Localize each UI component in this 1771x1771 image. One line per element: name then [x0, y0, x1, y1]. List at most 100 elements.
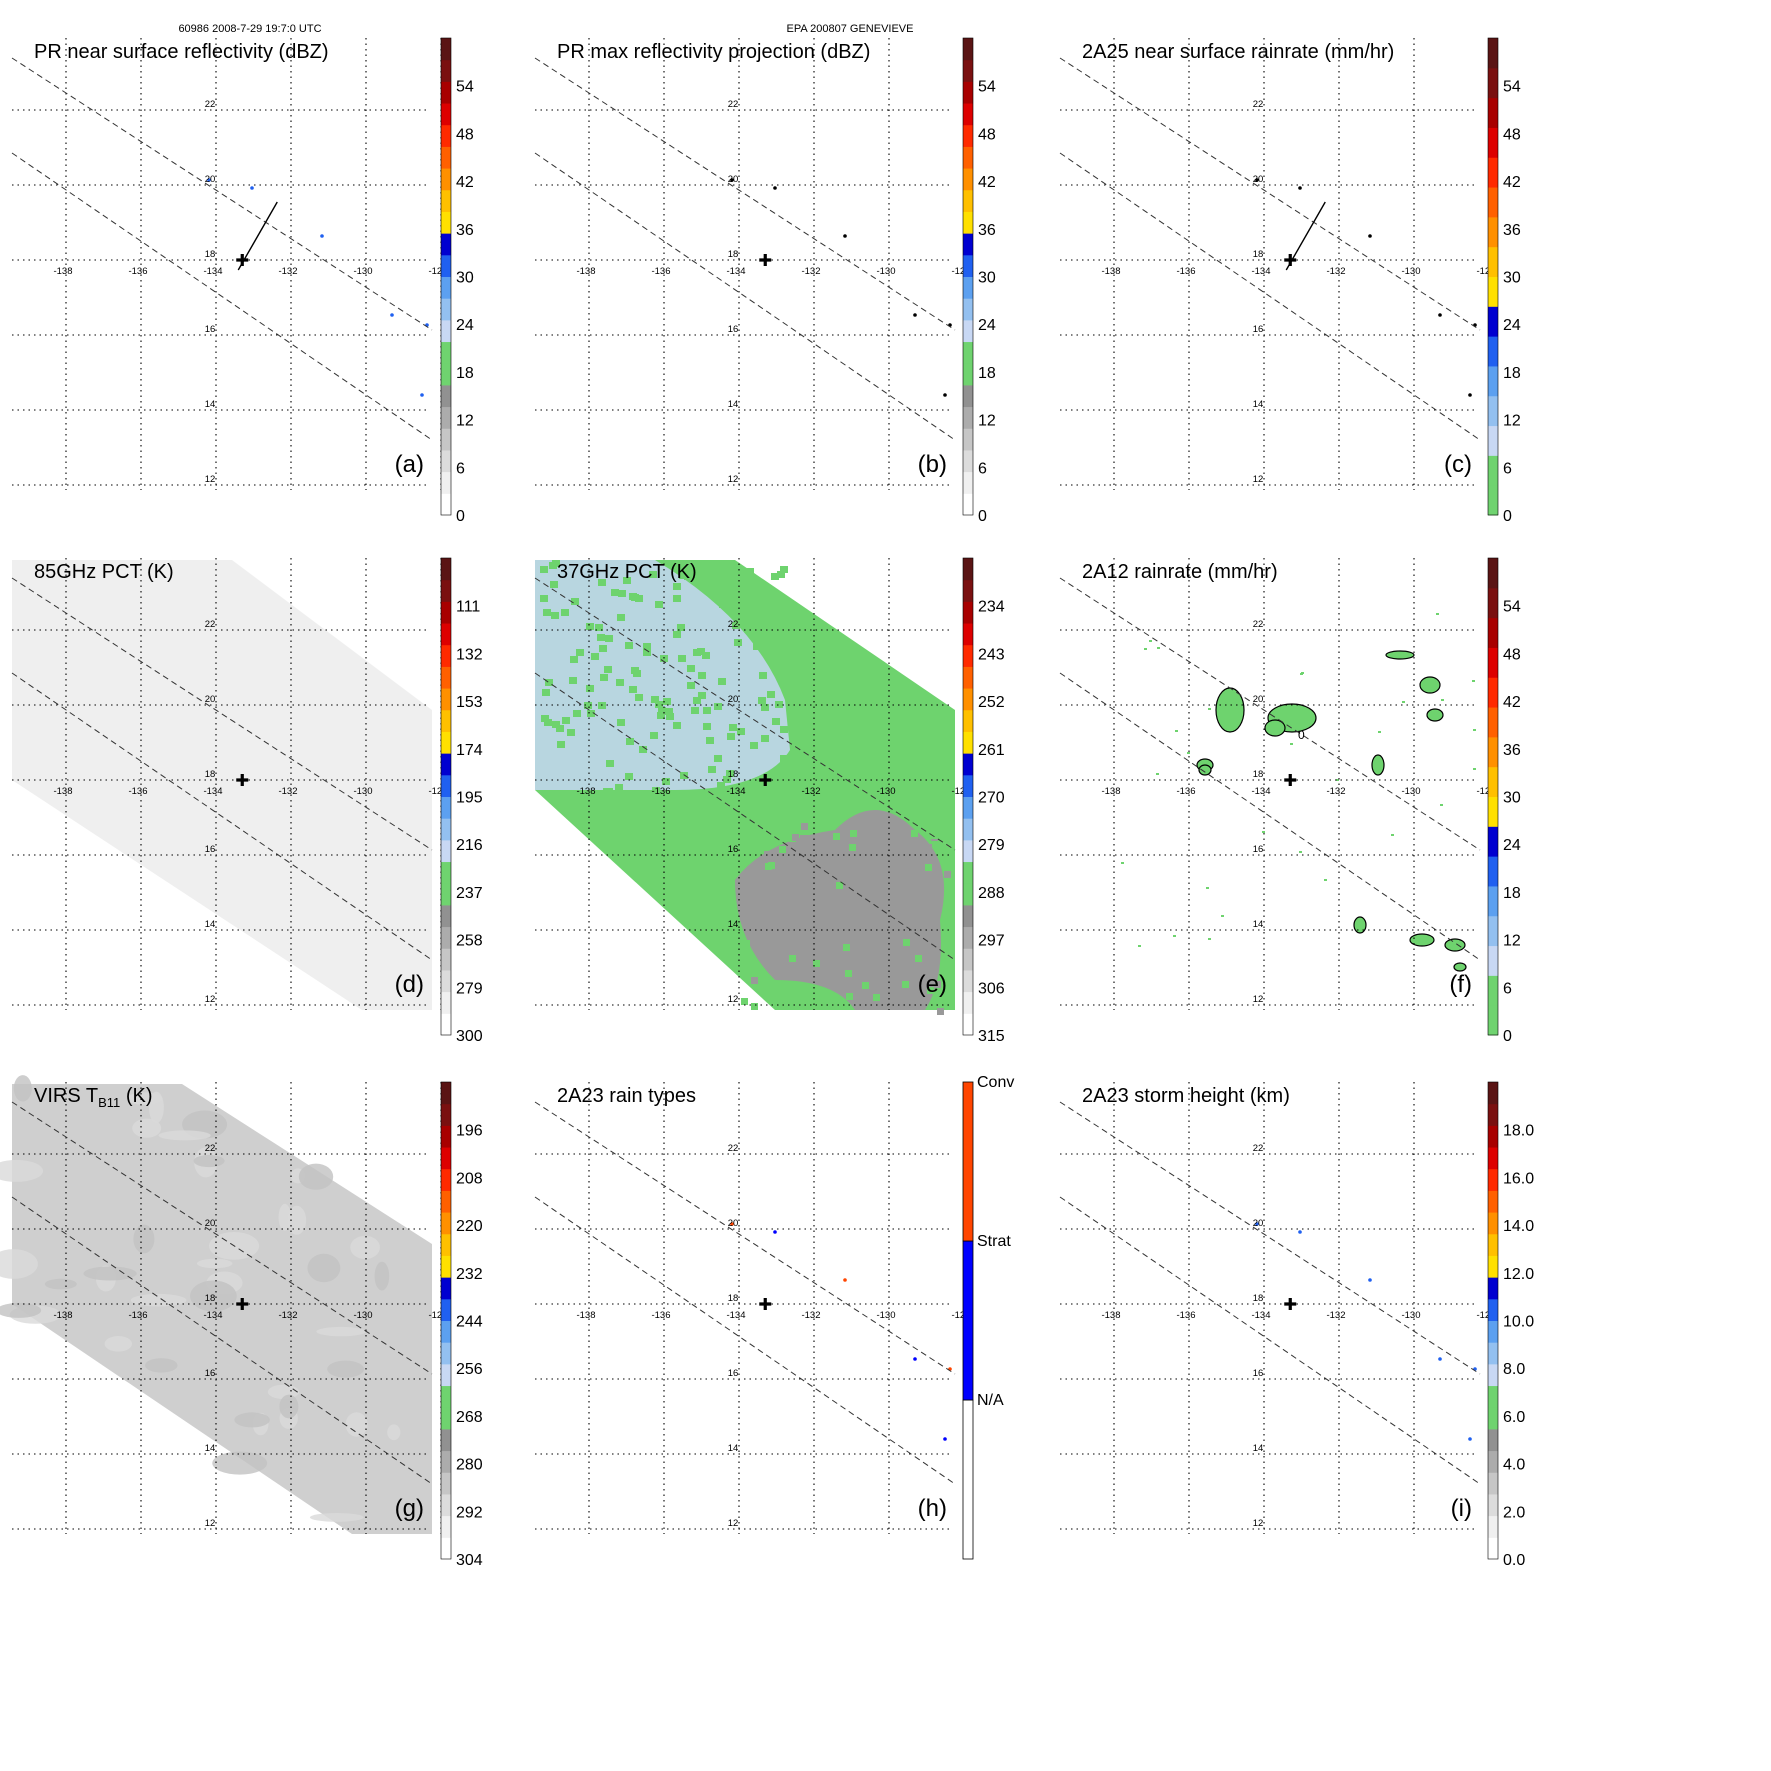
rain-speck	[1175, 730, 1178, 732]
colorbar-segment	[1488, 1082, 1498, 1105]
y-tick-label: 22	[205, 1143, 216, 1154]
panel-f: -138 -136 -134 -132 -130 -128 22 20 18 16 14 12 0 2A1…	[1059, 558, 1496, 1010]
colorbar-label: 48	[1503, 126, 1521, 143]
pixel-block	[833, 833, 840, 840]
pixel-block	[665, 708, 673, 715]
colorbar-label: 0	[978, 508, 987, 525]
x-tick-label: -138	[576, 1310, 595, 1321]
cloud-texture	[287, 1205, 307, 1235]
colorbar-label: 42	[456, 174, 474, 191]
pixel-block	[870, 835, 877, 842]
colorbar-segment	[1488, 1125, 1498, 1148]
rain-cell	[1353, 916, 1367, 934]
pixel-block	[595, 624, 603, 631]
colorbar-segment	[1488, 587, 1498, 619]
pixel-block	[822, 908, 829, 915]
pixel-block	[927, 987, 934, 994]
pixel-block	[930, 936, 937, 943]
x-tick-label: -128	[1476, 786, 1495, 797]
colorbar-label: 216	[456, 837, 483, 854]
echo-point	[1255, 178, 1259, 182]
echo-point	[1368, 234, 1372, 238]
pixel-block	[650, 732, 658, 739]
pixel-block	[561, 609, 569, 616]
pixel-block	[606, 760, 614, 767]
colorbar-segment	[963, 124, 973, 147]
cloud-texture	[298, 1163, 334, 1190]
y-tick-label: 16	[1253, 1368, 1264, 1379]
pixel-block	[937, 1008, 944, 1015]
echo-point	[943, 393, 947, 397]
colorbar-label: 315	[978, 1028, 1005, 1045]
x-tick-label: -128	[1476, 266, 1495, 277]
echo-point	[1468, 1437, 1472, 1441]
y-tick-label: 18	[1253, 769, 1264, 780]
colorbar-segment	[441, 1515, 451, 1538]
colorbar-segment	[1488, 1450, 1498, 1473]
colorbar-segment	[963, 644, 973, 667]
pixel-block	[789, 955, 796, 962]
colorbar-segment	[441, 254, 451, 277]
colorbar-label: 18	[1503, 885, 1521, 902]
echo-point	[730, 178, 734, 182]
cloud-texture	[0, 1302, 42, 1318]
pixel-block	[743, 912, 750, 919]
panel-letter: (g)	[395, 1495, 424, 1522]
colorbar-segment	[441, 103, 451, 126]
x-tick-label: -138	[53, 786, 72, 797]
echo-point	[320, 234, 324, 238]
pixel-block	[771, 573, 779, 580]
colorbar-segment	[441, 341, 451, 364]
x-tick-label: -136	[1176, 1310, 1195, 1321]
echo-point	[1438, 313, 1442, 317]
swath-edge	[1059, 577, 1481, 851]
pixel-block	[710, 588, 718, 595]
colorbar-segment	[1488, 455, 1498, 486]
colorbar-segment	[963, 471, 973, 494]
colorbar-f: 0 6 12 18 24 30 36 42 48 54	[1487, 557, 1521, 1045]
colorbar-segment	[1488, 766, 1498, 797]
cloud-texture	[132, 1118, 162, 1138]
x-tick-label: -138	[576, 266, 595, 277]
colorbar-label: 6	[978, 460, 987, 477]
x-tick-label: -132	[278, 786, 297, 797]
colorbar-label: 24	[456, 317, 474, 334]
colorbar-segment	[441, 1428, 451, 1452]
colorbar-segment	[441, 991, 451, 1014]
colorbar-segment	[441, 948, 451, 971]
colorbar-label: 42	[1503, 174, 1521, 191]
panel-e: -138 -136 -134 -132 -130 -128 22 20 18 16 14 12 37GH…	[534, 558, 971, 1015]
cloud-texture	[196, 1258, 233, 1269]
colorbar-segment	[441, 493, 451, 516]
colorbar-label: 12	[1503, 933, 1521, 950]
y-tick-label: 12	[1253, 1518, 1264, 1529]
colorbar-segment	[963, 839, 973, 863]
pixel-block	[931, 924, 938, 931]
swath-edge	[1059, 57, 1481, 331]
y-tick-label: 18	[205, 249, 216, 260]
pixel-block	[576, 649, 584, 656]
pixel-block	[845, 970, 852, 977]
pixel-block	[673, 595, 681, 602]
colorbar-label: 54	[1503, 79, 1521, 96]
swath-edge	[11, 152, 433, 441]
colorbar-segment	[441, 969, 451, 993]
x-tick-label: -130	[876, 266, 895, 277]
pixel-block	[775, 701, 783, 708]
rain-speck	[1301, 672, 1304, 674]
pixel-block	[844, 955, 851, 962]
pixel-block	[617, 614, 625, 621]
colorbar-segment	[963, 254, 973, 277]
colorbar-label: 12.0	[1503, 1266, 1534, 1283]
echo-point	[207, 178, 211, 182]
swath-edge	[534, 1101, 956, 1375]
colorbar-segment	[441, 1450, 451, 1473]
rain-speck	[1473, 768, 1476, 770]
colorbar-segment	[963, 38, 973, 61]
rain-speck	[1473, 729, 1476, 731]
pixel-block	[698, 672, 706, 679]
pixel-block	[635, 595, 643, 602]
pixel-block	[726, 770, 734, 777]
colorbar-segment	[963, 146, 973, 169]
x-tick-label: -130	[353, 266, 372, 277]
